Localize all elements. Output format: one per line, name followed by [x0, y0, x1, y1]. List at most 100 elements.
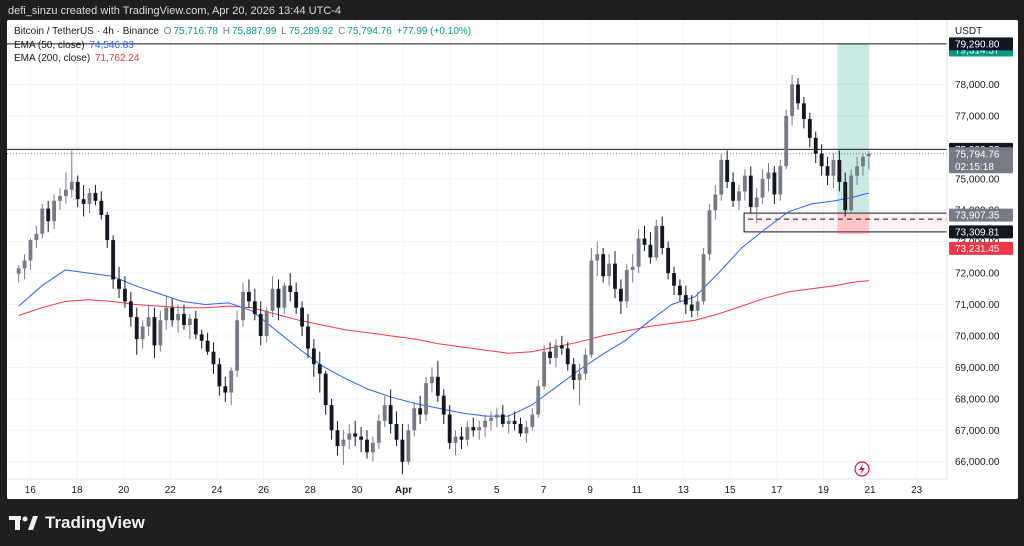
price-label-box — [949, 147, 1013, 174]
candle — [28, 238, 33, 270]
price-label-box — [949, 241, 1013, 255]
candle-body — [613, 263, 617, 289]
candle-body — [93, 192, 98, 201]
ema50-legend[interactable]: EMA (50, close) 74,546.83 — [14, 40, 136, 51]
candle-body — [353, 433, 358, 437]
candle-body — [229, 370, 234, 393]
candle-body — [412, 408, 417, 431]
candle — [500, 405, 505, 428]
candle — [666, 241, 671, 280]
candle-body — [542, 351, 547, 387]
candle — [807, 112, 812, 148]
candle-body — [536, 386, 541, 415]
candle-body — [601, 254, 606, 277]
candle-body — [382, 405, 387, 421]
candle-body — [506, 420, 511, 424]
candle — [117, 266, 121, 299]
candle — [707, 203, 712, 261]
candle-body — [370, 442, 375, 453]
candle-body — [46, 208, 51, 222]
x-tick-label: 17 — [771, 485, 783, 496]
candle-body — [99, 200, 104, 215]
candle-body — [300, 307, 304, 327]
candle — [447, 405, 452, 450]
candle-body — [648, 244, 653, 258]
candle-body — [666, 247, 671, 274]
candle — [660, 216, 665, 255]
chart-panel[interactable]: USDT 66,000.00 67,000.00 68,000.00 69,000.00… — [7, 20, 1018, 499]
candle — [524, 420, 529, 443]
candle-body — [217, 364, 222, 387]
ema50-label: EMA (50, close) — [14, 40, 85, 51]
tradingview-logo[interactable]: TradingView — [9, 512, 145, 534]
candle — [831, 153, 836, 189]
candle-body — [518, 423, 523, 434]
price-chart[interactable]: USDT 66,000.00 67,000.00 68,000.00 69,000.00… — [7, 20, 1018, 499]
candle — [128, 291, 133, 327]
candle-body — [731, 181, 735, 201]
ema200-legend[interactable]: EMA (200, close) 71,762.24 — [14, 53, 141, 64]
candle-body — [807, 119, 812, 138]
x-tick-label: 26 — [258, 485, 270, 496]
candle — [306, 313, 310, 358]
candle — [365, 430, 369, 459]
close-value: 75,794.76 — [347, 26, 392, 37]
candle — [837, 150, 842, 192]
candle-body — [819, 153, 824, 167]
candle-body — [182, 313, 186, 325]
candle — [483, 414, 488, 437]
x-tick-label: 16 — [25, 485, 37, 496]
candle — [187, 313, 192, 340]
candle — [406, 423, 411, 465]
y-tick-label: 66,000.00 — [955, 457, 1000, 468]
candle-body — [760, 178, 765, 198]
candle-body — [713, 194, 718, 211]
candle — [542, 345, 547, 390]
x-tick-label: Apr — [395, 485, 412, 496]
candle — [211, 342, 216, 374]
price-label-text: 73,907.35 — [955, 211, 1000, 222]
candle-body — [489, 417, 493, 421]
candle — [40, 203, 45, 239]
candle-body — [264, 310, 269, 336]
candle-body — [790, 84, 795, 116]
candle-body — [477, 427, 482, 431]
candle-body — [589, 260, 594, 355]
candle-body — [341, 439, 346, 446]
candle — [152, 307, 157, 358]
candle — [134, 307, 139, 355]
candle-body — [317, 364, 322, 374]
candle — [630, 254, 635, 283]
candle — [193, 310, 198, 340]
candle-body — [146, 317, 151, 327]
candle — [554, 339, 558, 368]
x-tick-label: 7 — [541, 485, 547, 496]
y-tick-label: 72,000.00 — [955, 269, 1000, 280]
candle-body — [654, 225, 659, 258]
candle — [430, 367, 434, 393]
candle — [388, 389, 393, 434]
candle-body — [459, 436, 464, 440]
candle — [418, 395, 423, 424]
candle — [701, 247, 706, 305]
candle — [737, 185, 741, 211]
price-label-text: 79,290.80 — [955, 39, 1000, 50]
candle-body — [866, 153, 871, 157]
candle — [654, 219, 659, 261]
candle — [359, 427, 364, 453]
candle-body — [571, 364, 576, 380]
price-label-text: 73,309.81 — [955, 227, 1000, 238]
candle-body — [176, 313, 180, 321]
x-tick-label: 20 — [118, 485, 130, 496]
candle — [731, 172, 735, 208]
candle-body — [252, 301, 257, 314]
candle — [506, 414, 511, 434]
y-tick-label: 71,000.00 — [955, 300, 1000, 311]
y-tick-label: 69,000.00 — [955, 363, 1000, 374]
price-label-last: 75,794.76 02:15:18 — [949, 147, 1013, 174]
candle — [672, 266, 676, 296]
candle — [618, 279, 623, 314]
candle — [453, 430, 458, 456]
candle-body — [772, 172, 777, 195]
candle — [843, 172, 848, 217]
